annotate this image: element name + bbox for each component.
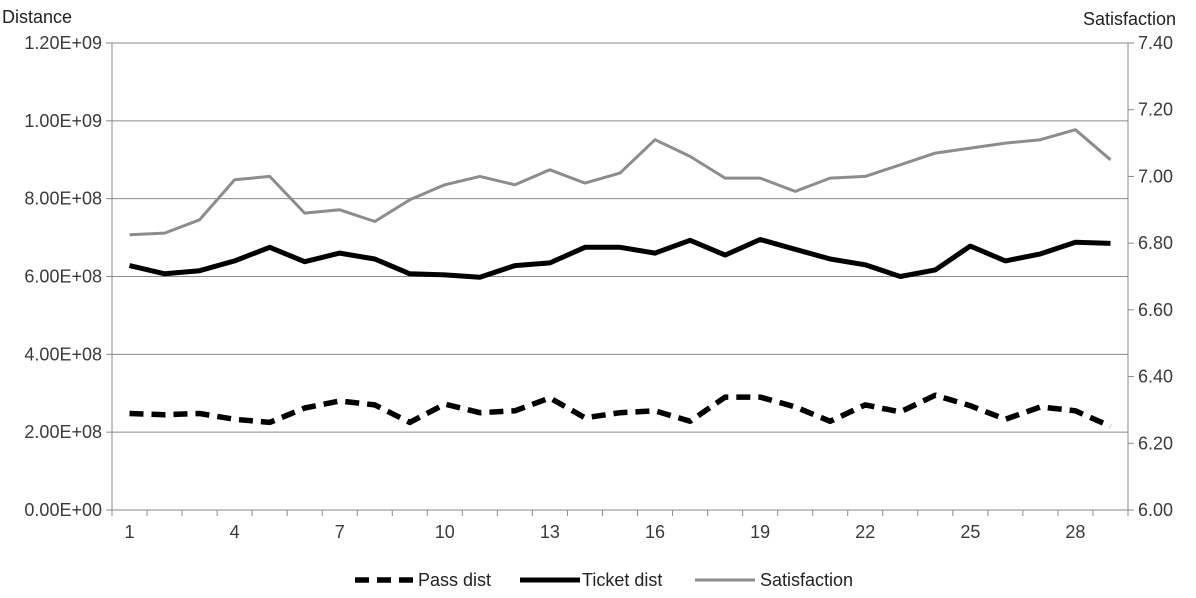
x-tick-label: 10	[435, 522, 455, 542]
x-tick-label: 28	[1065, 522, 1085, 542]
x-tick-label: 4	[230, 522, 240, 542]
legend-label: Satisfaction	[760, 570, 853, 590]
left-y-tick-label: 4.00E+08	[24, 344, 102, 364]
right-y-tick-label: 7.40	[1138, 33, 1173, 53]
x-tick-label: 25	[960, 522, 980, 542]
series-line-ticket-dist	[128, 237, 1111, 280]
right-y-tick-label: 6.40	[1138, 367, 1173, 387]
left-axis-title: Distance	[2, 7, 72, 27]
right-y-tick-label: 7.00	[1138, 166, 1173, 186]
series-line-pass-dist	[129, 392, 1112, 429]
x-tick-label: 13	[540, 522, 560, 542]
series-line-satisfaction	[129, 128, 1112, 237]
x-tick-label: 7	[335, 522, 345, 542]
x-tick-label: 16	[645, 522, 665, 542]
left-y-tick-label: 6.00E+08	[24, 267, 102, 287]
right-y-tick-label: 6.60	[1138, 300, 1173, 320]
right-y-tick-label: 6.00	[1138, 500, 1173, 520]
left-y-tick-label: 1.20E+09	[24, 33, 102, 53]
x-tick-label: 22	[855, 522, 875, 542]
right-y-tick-label: 7.20	[1138, 100, 1173, 120]
right-y-tick-label: 6.20	[1138, 433, 1173, 453]
right-axis-title: Satisfaction	[1083, 9, 1176, 29]
left-y-tick-label: 8.00E+08	[24, 189, 102, 209]
left-y-tick-label: 1.00E+09	[24, 111, 102, 131]
left-y-tick-label: 0.00E+00	[24, 500, 102, 520]
x-tick-label: 1	[125, 522, 135, 542]
legend-label: Ticket dist	[582, 570, 662, 590]
legend-label: Pass dist	[418, 570, 491, 590]
x-tick-label: 19	[750, 522, 770, 542]
right-y-tick-label: 6.80	[1138, 233, 1173, 253]
left-y-tick-label: 2.00E+08	[24, 422, 102, 442]
